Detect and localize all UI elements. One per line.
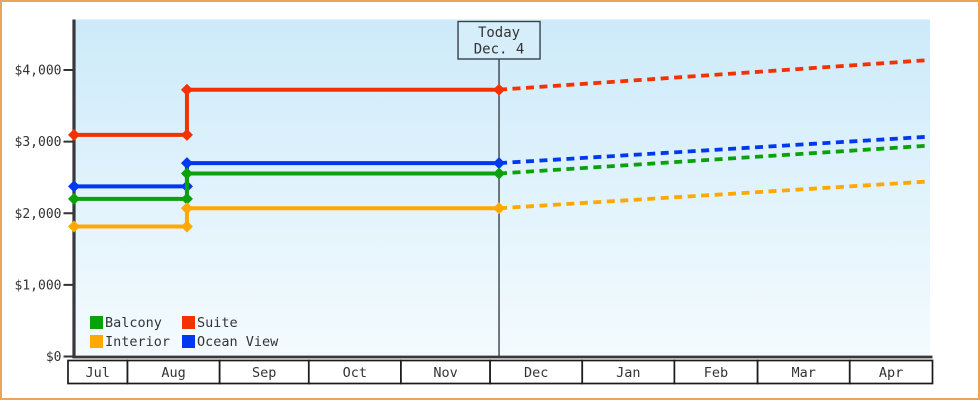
series-suite-marker bbox=[180, 128, 193, 141]
series-suite-marker bbox=[180, 83, 193, 96]
month-label: Mar bbox=[791, 365, 815, 381]
month-label: Oct bbox=[343, 365, 367, 381]
series-balcony-marker bbox=[68, 192, 80, 205]
series-balcony-projection bbox=[498, 143, 931, 176]
y-tick-label: $4,000 bbox=[15, 64, 62, 79]
today-box bbox=[457, 20, 541, 60]
y-tick-label: $1,000 bbox=[15, 278, 62, 293]
month-label: Sep bbox=[252, 365, 276, 381]
series-ocean-view-marker bbox=[493, 157, 506, 170]
series-suite-marker bbox=[493, 83, 506, 96]
series-interior-projection bbox=[498, 179, 931, 211]
month-label: Apr bbox=[879, 365, 903, 381]
month-label: Jan bbox=[616, 365, 640, 381]
legend-label-interior: Interior bbox=[105, 334, 170, 350]
series-ocean-view-marker bbox=[68, 180, 80, 193]
legend-label-balcony: Balcony bbox=[105, 315, 162, 331]
today-label-title: Today bbox=[478, 25, 520, 41]
y-tick-label: $0 bbox=[46, 350, 62, 365]
month-cell bbox=[848, 359, 934, 385]
today-label-date: Dec. 4 bbox=[474, 42, 525, 58]
month-label: Nov bbox=[433, 365, 457, 381]
y-tick-label: $3,000 bbox=[15, 135, 62, 150]
legend-swatch-balcony bbox=[90, 316, 103, 329]
month-label: Jul bbox=[86, 365, 110, 381]
series-balcony-marker bbox=[180, 192, 193, 205]
legend-swatch-interior bbox=[90, 335, 103, 348]
series-balcony-line bbox=[74, 171, 500, 201]
plot-background bbox=[74, 19, 930, 357]
series-interior-marker bbox=[68, 220, 80, 233]
series-ocean-view-projection bbox=[498, 134, 931, 166]
month-label: Aug bbox=[161, 365, 185, 381]
legend-swatch-ocean-view bbox=[182, 335, 195, 348]
month-label: Dec bbox=[524, 365, 548, 381]
legend-label-ocean-view: Ocean View bbox=[197, 334, 279, 350]
legend-swatch-suite bbox=[182, 316, 195, 329]
series-ocean-view-marker bbox=[180, 157, 193, 170]
series-suite-projection bbox=[498, 58, 931, 92]
series-suite-marker bbox=[68, 128, 80, 141]
legend-label-suite: Suite bbox=[197, 315, 238, 331]
series-balcony-marker bbox=[493, 167, 506, 180]
series-interior-marker bbox=[493, 202, 506, 215]
series-balcony-marker bbox=[180, 167, 193, 180]
series-suite-line bbox=[74, 87, 500, 137]
month-label: Feb bbox=[704, 365, 728, 381]
series-interior-line bbox=[74, 206, 500, 229]
series-interior-marker bbox=[180, 220, 193, 233]
y-tick-label: $2,000 bbox=[15, 207, 62, 222]
series-interior-marker bbox=[180, 202, 193, 215]
